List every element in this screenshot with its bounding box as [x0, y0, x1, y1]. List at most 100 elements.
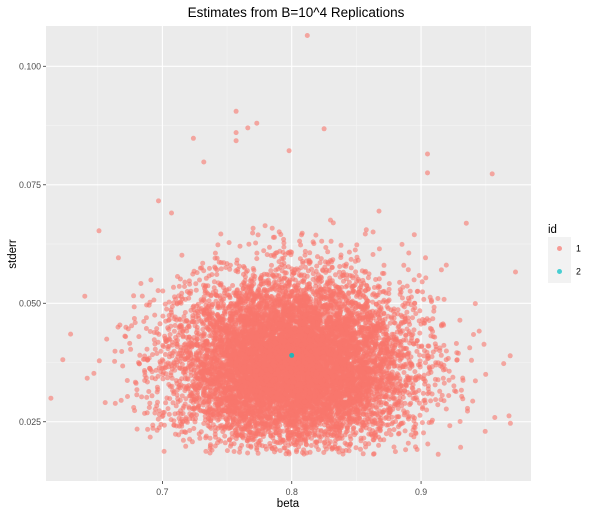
data-point [187, 437, 192, 442]
data-point [286, 264, 291, 269]
data-point [371, 252, 376, 257]
data-point [168, 332, 173, 337]
data-point [423, 360, 428, 365]
data-point [187, 278, 192, 283]
data-point [343, 441, 348, 446]
data-point [363, 232, 368, 237]
data-point [311, 271, 316, 276]
data-point [406, 267, 411, 272]
data-point [116, 255, 121, 260]
data-point [270, 226, 275, 231]
data-point [215, 242, 220, 247]
data-point [128, 347, 133, 352]
data-point [444, 349, 449, 354]
data-point [408, 289, 413, 294]
data-point [144, 326, 149, 331]
data-point [178, 348, 183, 353]
data-point [179, 253, 184, 258]
data-point [155, 387, 160, 392]
data-point [208, 436, 213, 441]
data-point [268, 268, 273, 273]
data-point [309, 443, 314, 448]
data-point [162, 449, 167, 454]
data-point [425, 391, 430, 396]
data-point [444, 407, 449, 412]
data-point [420, 289, 425, 294]
data-point [393, 449, 398, 454]
data-point [473, 301, 478, 306]
data-point [281, 237, 286, 242]
data-point [451, 383, 456, 388]
data-point [339, 243, 344, 248]
data-point [167, 412, 172, 417]
data-point [132, 304, 137, 309]
data-point [139, 394, 144, 399]
data-point [254, 251, 259, 256]
data-point [347, 250, 352, 255]
data-point [353, 269, 358, 274]
data-point [207, 266, 212, 271]
data-point [182, 284, 187, 289]
data-point [507, 413, 512, 418]
data-point [446, 393, 451, 398]
data-point [213, 256, 218, 261]
data-point [441, 376, 446, 381]
data-point [389, 432, 394, 437]
data-point [467, 345, 472, 350]
data-point [410, 315, 415, 320]
data-point [153, 347, 158, 352]
data-point [354, 274, 359, 279]
data-point [337, 264, 342, 269]
data-point [160, 289, 165, 294]
data-point [181, 438, 186, 443]
data-point [353, 248, 358, 253]
data-point [175, 274, 180, 279]
data-point [145, 347, 150, 352]
data-point [166, 406, 171, 411]
data-point [200, 261, 205, 266]
data-point [104, 337, 109, 342]
data-point [400, 296, 405, 301]
data-point [119, 398, 124, 403]
data-point [261, 248, 266, 253]
chart-title: Estimates from B=10^4 Replications [188, 5, 405, 20]
data-point [469, 358, 474, 363]
data-point [417, 331, 422, 336]
data-point [230, 283, 235, 288]
data-point [225, 448, 230, 453]
data-point [125, 378, 130, 383]
data-point [150, 393, 155, 398]
data-point [354, 242, 359, 247]
data-point [164, 307, 169, 312]
data-point [159, 349, 164, 354]
data-point [457, 318, 462, 323]
data-point [125, 394, 130, 399]
data-point [392, 427, 397, 432]
data-point [197, 436, 202, 441]
data-point [148, 278, 153, 283]
data-point [459, 388, 464, 393]
data-point [417, 273, 422, 278]
data-point [397, 280, 402, 285]
data-point [425, 442, 430, 447]
data-point [168, 384, 173, 389]
data-point [140, 294, 145, 299]
data-point [48, 396, 53, 401]
data-point [237, 450, 242, 455]
data-point [245, 451, 250, 456]
data-point [250, 231, 255, 236]
data-point [316, 447, 321, 452]
data-point [473, 378, 478, 383]
data-point [413, 444, 418, 449]
data-point [400, 242, 405, 247]
data-point [214, 272, 219, 277]
data-point [227, 240, 232, 245]
data-point [349, 257, 354, 262]
data-point [145, 427, 150, 432]
data-point [164, 396, 169, 401]
data-point [158, 321, 163, 326]
data-point [120, 364, 125, 369]
data-point [377, 246, 382, 251]
data-point [407, 402, 412, 407]
